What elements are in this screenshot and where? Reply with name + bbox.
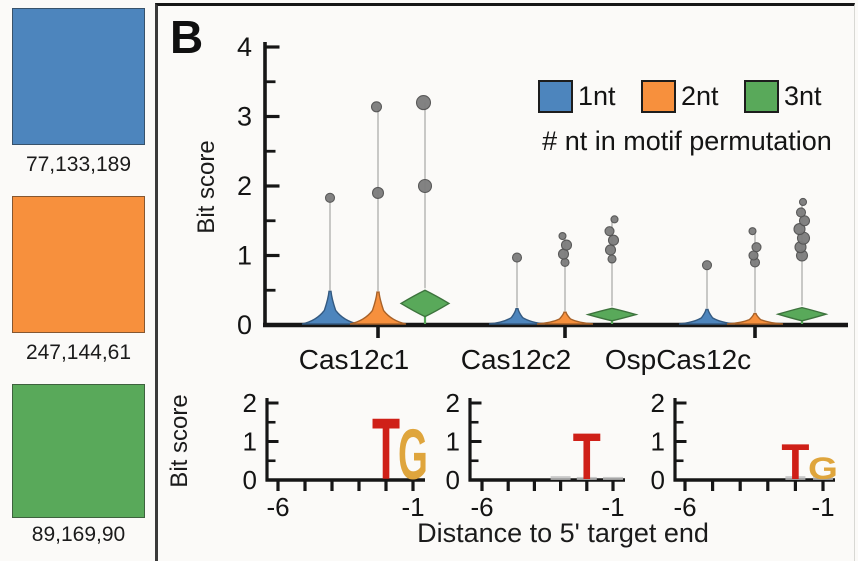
swatch-label-green: 89,169,90: [31, 523, 126, 546]
violin-Cas12c2-3nt: [585, 215, 639, 324]
legend-swatch-3nt-icon: [744, 80, 779, 113]
category-label-ospcas12c: OspCas12c: [604, 344, 752, 375]
logo-Cas12c2: 2 1 0 -6 -1T: [446, 388, 625, 522]
legend-label-1nt: 1nt: [578, 81, 616, 111]
logo-y-axis-title: Bit score: [166, 394, 193, 488]
svg-text:0: 0: [446, 465, 460, 495]
logo-letter-Cas12c1-T: T: [372, 400, 400, 498]
svg-text:0: 0: [237, 310, 252, 340]
svg-text:-6: -6: [470, 492, 493, 522]
svg-text:-1: -1: [811, 492, 834, 522]
svg-text:1: 1: [651, 427, 665, 457]
logo-letter-OspCas12c-G: G: [808, 451, 838, 486]
violin-Cas12c2-1nt: [488, 252, 546, 325]
legend-swatch-1nt-icon: [538, 80, 573, 113]
svg-text:0: 0: [651, 465, 665, 495]
svg-text:3: 3: [237, 102, 252, 132]
violin-Cas12c1-1nt: [301, 192, 359, 325]
violin-OspCas12c-3nt: [775, 197, 829, 324]
legend-swatch-2nt-icon: [641, 80, 676, 113]
legend-item-2nt: 2nt: [641, 80, 719, 113]
category-label-cas12c1: Cas12c1: [298, 344, 410, 375]
violin-Cas12c1-3nt: [399, 95, 451, 324]
legend-item-1nt: 1nt: [538, 80, 616, 113]
legend-label-3nt: 3nt: [784, 81, 822, 111]
legend-label-2nt: 2nt: [681, 81, 719, 111]
logo-OspCas12c: 2 1 0 -6 -1TG: [651, 388, 838, 522]
logo-letter-Cas12c1-G: G: [398, 416, 428, 496]
swatch-label-orange: 247,144,61: [25, 341, 132, 364]
panel-b: [155, 3, 855, 561]
svg-text:T: T: [573, 421, 601, 494]
svg-text:-6: -6: [673, 492, 696, 522]
color-swatch-blue: [12, 8, 145, 145]
legend-caption: # nt in motif permutation: [542, 126, 832, 156]
svg-text:-1: -1: [401, 492, 424, 522]
svg-text:0: 0: [243, 465, 257, 495]
svg-text:2: 2: [651, 388, 665, 418]
svg-text:T: T: [372, 400, 400, 498]
violin-Cas12c2-2nt: [536, 231, 594, 325]
svg-text:2: 2: [446, 388, 460, 418]
svg-text:G: G: [808, 451, 838, 486]
legend-item-3nt: 3nt: [744, 80, 822, 113]
svg-text:4: 4: [237, 32, 252, 62]
color-swatch-orange: [12, 196, 145, 333]
svg-text:-6: -6: [266, 492, 289, 522]
svg-text:T: T: [781, 435, 809, 490]
violin-OspCas12c-2nt: [726, 227, 784, 325]
category-label-cas12c2: Cas12c2: [460, 344, 572, 375]
logo-letter-Cas12c2-T: T: [573, 421, 601, 494]
svg-text:-1: -1: [601, 492, 624, 522]
swatch-label-blue: 77,133,189: [25, 153, 132, 176]
color-swatch-green: [12, 384, 145, 518]
svg-text:2: 2: [243, 388, 257, 418]
panel-b-label: B: [170, 11, 204, 63]
svg-text:1: 1: [243, 427, 257, 457]
violin-Cas12c1-2nt: [349, 101, 407, 325]
violin-OspCas12c-1nt: [678, 260, 736, 325]
logo-x-axis-title: Distance to 5' target end: [417, 518, 709, 548]
svg-text:G: G: [398, 416, 428, 496]
svg-text:2: 2: [237, 171, 252, 201]
violin-y-axis-title: Bit score: [193, 140, 220, 234]
svg-text:1: 1: [237, 241, 252, 271]
logo-Cas12c1: 2 1 0 -6 -1TG: [243, 388, 428, 522]
svg-text:1: 1: [446, 427, 460, 457]
logo-letter-OspCas12c-T: T: [781, 435, 809, 490]
